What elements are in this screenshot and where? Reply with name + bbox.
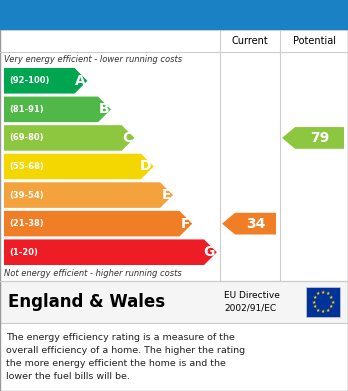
Polygon shape [4,154,154,179]
Polygon shape [4,182,173,208]
Polygon shape [282,127,344,149]
Text: ★: ★ [329,304,333,309]
Polygon shape [4,211,192,237]
Polygon shape [222,213,276,235]
Text: (81-91): (81-91) [9,105,44,114]
Text: C: C [122,131,133,145]
Text: F: F [181,217,190,231]
Text: (1-20): (1-20) [9,248,38,257]
Text: D: D [140,160,152,174]
Text: ★: ★ [316,291,321,296]
Text: ★: ★ [326,308,330,313]
Text: (39-54): (39-54) [9,190,44,199]
Text: ★: ★ [316,308,321,313]
Text: B: B [98,102,109,117]
Text: ★: ★ [311,300,316,305]
Polygon shape [4,125,134,151]
Text: (69-80): (69-80) [9,133,44,142]
Polygon shape [4,239,217,265]
Text: Potential: Potential [293,36,335,46]
Text: Energy Efficiency Rating: Energy Efficiency Rating [50,8,242,22]
Text: EU Directive
2002/91/EC: EU Directive 2002/91/EC [224,291,280,313]
Text: Current: Current [232,36,268,46]
Text: ★: ★ [326,291,330,296]
Text: England & Wales: England & Wales [8,293,165,311]
Text: The energy efficiency rating is a measure of the
overall efficiency of a home. T: The energy efficiency rating is a measur… [6,333,245,381]
Text: ★: ★ [330,300,335,305]
Bar [0,0,348,30]
Bar [306,287,340,317]
Text: 79: 79 [310,131,329,145]
Text: A: A [75,74,85,88]
Polygon shape [4,97,111,122]
Text: (21-38): (21-38) [9,219,44,228]
Text: Not energy efficient - higher running costs: Not energy efficient - higher running co… [4,269,182,278]
Text: 34: 34 [246,217,265,231]
Polygon shape [4,68,87,93]
Text: Very energy efficient - lower running costs: Very energy efficient - lower running co… [4,56,182,65]
Text: ★: ★ [313,304,317,309]
Text: ★: ★ [329,295,333,300]
Bar [0,281,348,323]
Text: ★: ★ [321,309,325,314]
Text: G: G [204,245,215,259]
Text: E: E [161,188,171,202]
Text: ★: ★ [321,290,325,295]
Text: (55-68): (55-68) [9,162,44,171]
Text: ★: ★ [313,295,317,300]
Bar [0,30,348,281]
Text: (92-100): (92-100) [9,76,49,85]
